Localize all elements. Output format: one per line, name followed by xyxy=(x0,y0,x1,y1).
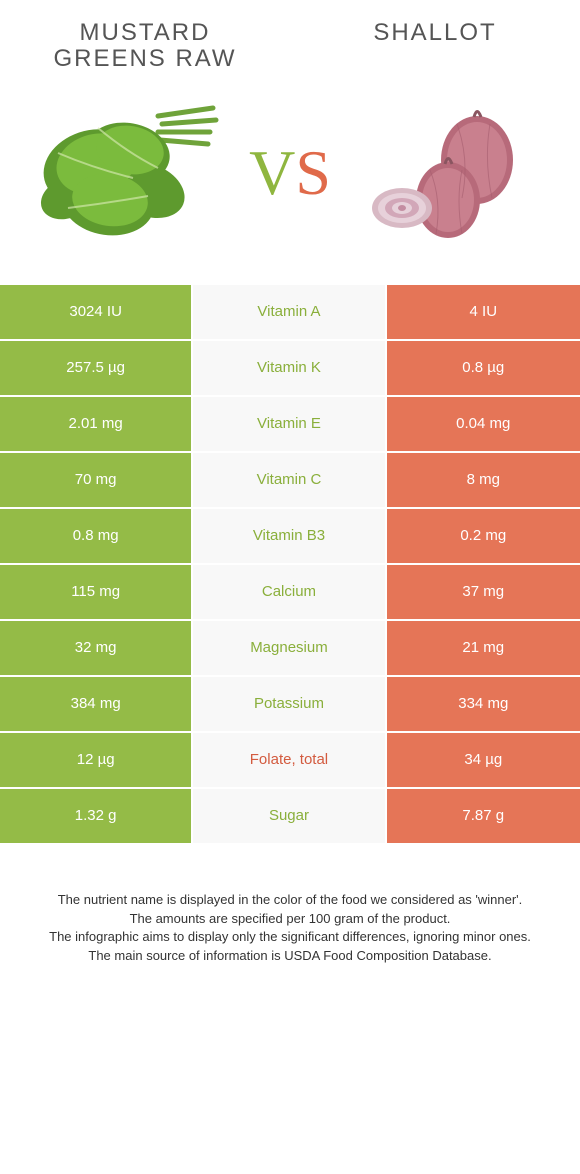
table-row: 257.5 µgVitamin K0.8 µg xyxy=(0,339,580,395)
nutrient-name: Vitamin A xyxy=(193,285,386,339)
value-right: 21 mg xyxy=(387,621,580,675)
value-left: 1.32 g xyxy=(0,789,193,843)
titles-row: Mustard Greens Raw Shallot xyxy=(0,0,580,83)
value-right: 0.8 µg xyxy=(387,341,580,395)
value-left: 32 mg xyxy=(0,621,193,675)
value-left: 2.01 mg xyxy=(0,397,193,451)
footer-line: The infographic aims to display only the… xyxy=(30,928,550,947)
nutrient-name: Folate, total xyxy=(193,733,386,787)
vs-label: VS xyxy=(245,141,335,205)
value-right: 334 mg xyxy=(387,677,580,731)
shallot-image xyxy=(335,93,560,253)
table-row: 1.32 gSugar7.87 g xyxy=(0,787,580,843)
value-left: 0.8 mg xyxy=(0,509,193,563)
footer-line: The main source of information is USDA F… xyxy=(30,947,550,966)
table-row: 32 mgMagnesium21 mg xyxy=(0,619,580,675)
nutrient-name: Vitamin B3 xyxy=(193,509,386,563)
value-right: 0.2 mg xyxy=(387,509,580,563)
mustard-greens-image xyxy=(20,93,245,253)
vs-letter-s: S xyxy=(295,137,331,208)
value-right: 34 µg xyxy=(387,733,580,787)
title-right: Shallot xyxy=(290,20,580,73)
footer-line: The amounts are specified per 100 gram o… xyxy=(30,910,550,929)
table-row: 0.8 mgVitamin B30.2 mg xyxy=(0,507,580,563)
table-row: 3024 IUVitamin A4 IU xyxy=(0,283,580,339)
comparison-table: 3024 IUVitamin A4 IU257.5 µgVitamin K0.8… xyxy=(0,283,580,843)
table-row: 12 µgFolate, total34 µg xyxy=(0,731,580,787)
title-left: Mustard Greens Raw xyxy=(0,20,290,73)
value-right: 8 mg xyxy=(387,453,580,507)
nutrient-name: Vitamin C xyxy=(193,453,386,507)
nutrient-name: Vitamin K xyxy=(193,341,386,395)
table-row: 70 mgVitamin C8 mg xyxy=(0,451,580,507)
table-row: 384 mgPotassium334 mg xyxy=(0,675,580,731)
footer-line: The nutrient name is displayed in the co… xyxy=(30,891,550,910)
value-right: 37 mg xyxy=(387,565,580,619)
nutrient-name: Potassium xyxy=(193,677,386,731)
value-left: 3024 IU xyxy=(0,285,193,339)
table-row: 115 mgCalcium37 mg xyxy=(0,563,580,619)
value-right: 0.04 mg xyxy=(387,397,580,451)
value-left: 12 µg xyxy=(0,733,193,787)
value-right: 4 IU xyxy=(387,285,580,339)
vs-letter-v: V xyxy=(249,137,295,208)
table-row: 2.01 mgVitamin E0.04 mg xyxy=(0,395,580,451)
nutrient-name: Vitamin E xyxy=(193,397,386,451)
footer-notes: The nutrient name is displayed in the co… xyxy=(0,843,580,966)
value-left: 70 mg xyxy=(0,453,193,507)
value-left: 257.5 µg xyxy=(0,341,193,395)
nutrient-name: Magnesium xyxy=(193,621,386,675)
value-left: 384 mg xyxy=(0,677,193,731)
nutrient-name: Sugar xyxy=(193,789,386,843)
hero-row: VS xyxy=(0,83,580,283)
nutrient-name: Calcium xyxy=(193,565,386,619)
value-right: 7.87 g xyxy=(387,789,580,843)
value-left: 115 mg xyxy=(0,565,193,619)
